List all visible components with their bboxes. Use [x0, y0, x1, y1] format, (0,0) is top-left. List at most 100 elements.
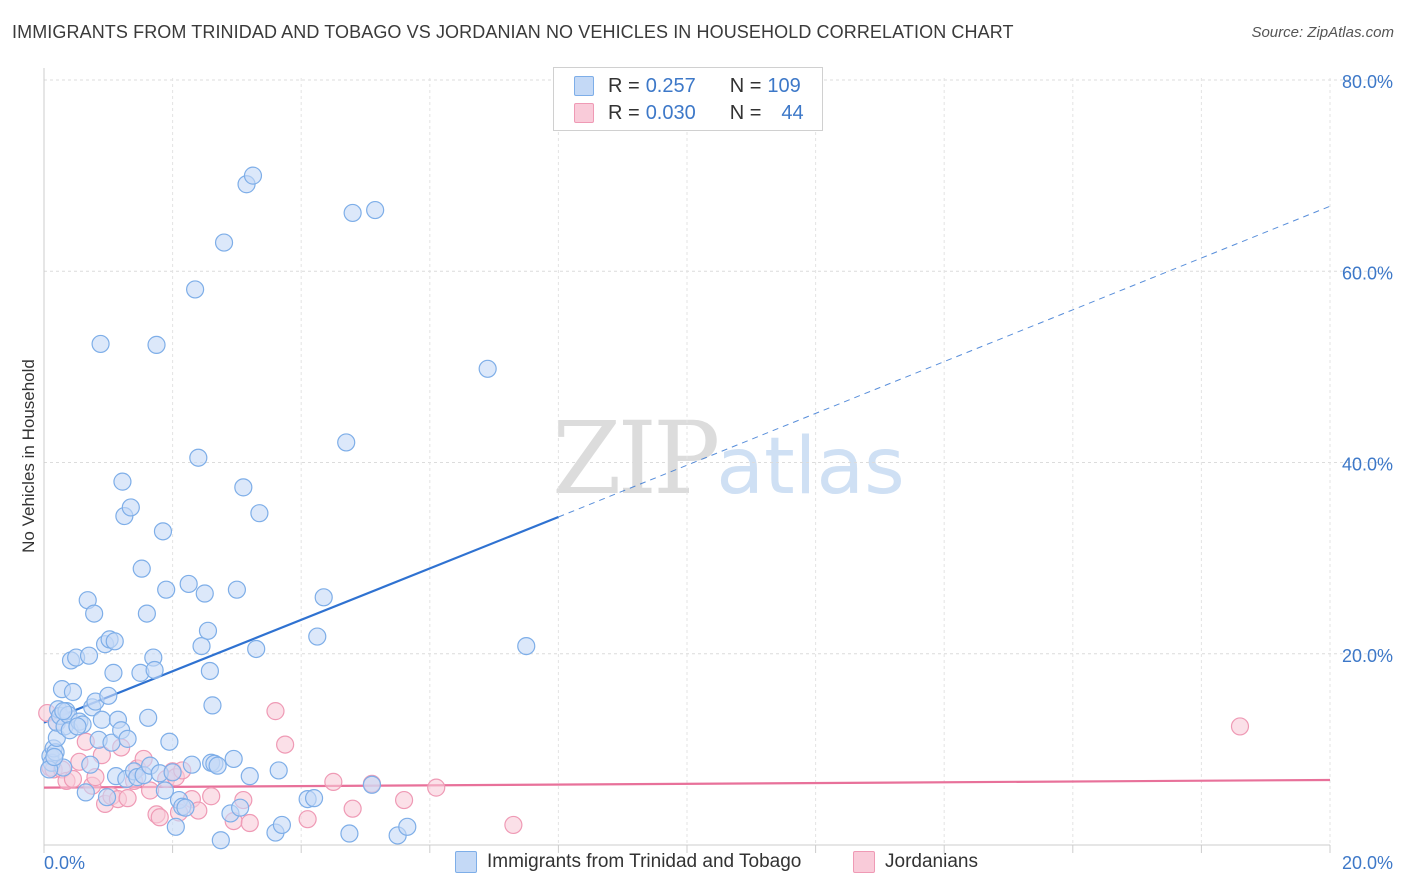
legend-swatch-trinidad	[574, 76, 594, 96]
watermark-atlas: atlas	[716, 422, 905, 512]
legend-row-jordanians: R = 0.030 N = 44	[574, 100, 804, 126]
point-trinidad	[68, 717, 87, 736]
point-trinidad	[132, 559, 151, 578]
point-trinidad	[231, 798, 250, 817]
point-trinidad	[366, 200, 385, 220]
point-trinidad	[166, 817, 185, 836]
point-trinidad	[478, 359, 497, 378]
legend-row-trinidad: R = 0.257 N = 109	[574, 73, 801, 99]
trend-line-1	[43, 778, 1331, 789]
x-tick-label: 20.0%	[1342, 853, 1393, 873]
point-trinidad	[247, 639, 266, 659]
legend-r-label: R =	[608, 101, 640, 124]
point-trinidad	[81, 755, 100, 774]
axes	[43, 68, 1331, 853]
point-trinidad	[304, 789, 324, 808]
point-trinidad	[243, 166, 263, 185]
watermark-zip: ZIP	[552, 400, 720, 517]
point-trinidad	[179, 574, 198, 594]
y-tick-label: 20.0%	[1342, 646, 1393, 666]
source-label: Source: ZipAtlas.com	[1251, 24, 1394, 41]
point-trinidad	[63, 682, 83, 702]
point-trinidad	[121, 498, 140, 517]
point-trinidad	[269, 761, 288, 780]
point-jordanian	[150, 808, 169, 827]
legend-r-value: 0.257	[645, 74, 696, 97]
point-trinidad	[198, 621, 218, 640]
point-trinidad	[195, 584, 214, 603]
point-jordanian	[1230, 717, 1250, 736]
stats-legend: R = 0.257 N = 109 R = 0.030 N = 44	[553, 67, 823, 131]
point-jordanian	[266, 702, 285, 721]
point-trinidad	[105, 632, 124, 651]
point-trinidad	[118, 729, 137, 748]
point-jordanian	[427, 778, 446, 797]
point-trinidad	[54, 702, 73, 721]
point-trinidad	[97, 788, 117, 807]
point-jordanian	[343, 799, 362, 818]
legend-r-value: 0.030	[645, 101, 696, 124]
point-trinidad	[157, 580, 176, 599]
y-tick-label: 60.0%	[1342, 263, 1393, 283]
point-trinidad	[337, 433, 356, 452]
data-points	[38, 166, 1250, 850]
point-trinidad	[240, 767, 259, 786]
point-trinidad	[192, 636, 211, 656]
point-trinidad	[160, 732, 179, 751]
point-trinidad	[186, 280, 205, 299]
bottom-legend-trinidad: Immigrants from Trinidad and Tobago	[455, 851, 801, 873]
bottom-legend-label-trinidad: Immigrants from Trinidad and Tobago	[487, 851, 802, 872]
point-trinidad	[250, 504, 269, 523]
point-trinidad	[203, 696, 222, 715]
point-trinidad	[314, 588, 333, 607]
point-jordanian	[118, 789, 137, 808]
point-trinidad	[163, 763, 182, 782]
y-axis-title: No Vehicles in Household	[19, 359, 38, 553]
point-trinidad	[214, 233, 234, 252]
point-trinidad	[139, 708, 158, 727]
point-trinidad	[153, 522, 173, 541]
point-trinidad	[79, 646, 99, 665]
point-trinidad	[211, 831, 230, 850]
point-trinidad	[189, 448, 208, 467]
point-trinidad	[45, 747, 64, 767]
watermark: ZIPatlas	[552, 400, 905, 517]
point-trinidad	[145, 660, 164, 680]
axis-labels: 20.0% 40.0% 60.0% 80.0% 0.0% 20.0% No Vehicles…	[19, 72, 1393, 873]
legend-r-label: R =	[608, 74, 640, 97]
legend-n-label: N =	[729, 101, 762, 124]
bottom-legend-swatch-trinidad	[455, 851, 477, 873]
point-trinidad	[92, 710, 111, 729]
point-trinidad	[343, 203, 362, 223]
point-trinidad	[517, 636, 536, 656]
point-trinidad	[155, 781, 174, 800]
point-trinidad	[113, 472, 132, 491]
point-jordanian	[240, 813, 259, 833]
point-trinidad	[234, 478, 253, 497]
point-jordanian	[394, 790, 414, 810]
point-trinidad	[272, 815, 292, 835]
chart-title: IMMIGRANTS FROM TRINIDAD AND TOBAGO VS J…	[12, 22, 1014, 42]
point-trinidad	[200, 661, 219, 681]
point-trinidad	[91, 334, 110, 354]
point-trinidad	[398, 817, 417, 836]
point-trinidad	[85, 604, 104, 623]
point-jordanian	[504, 815, 523, 835]
bottom-legend-swatch-jordanians	[853, 851, 875, 873]
legend-swatch-jordanians	[574, 103, 594, 123]
point-trinidad	[362, 775, 382, 794]
point-trinidad	[147, 335, 166, 354]
y-tick-label: 80.0%	[1342, 72, 1393, 92]
point-trinidad	[227, 580, 246, 599]
point-trinidad	[104, 663, 123, 682]
trend-line-solid-0	[43, 515, 559, 724]
point-trinidad	[224, 749, 243, 769]
point-trinidad	[340, 824, 359, 843]
x-tick-label: 0.0%	[44, 853, 85, 873]
legend-n-label: N =	[729, 74, 762, 97]
legend-n-value: 44	[781, 101, 804, 124]
point-jordanian	[298, 810, 317, 829]
point-trinidad	[176, 798, 195, 817]
point-trinidad	[182, 755, 201, 774]
